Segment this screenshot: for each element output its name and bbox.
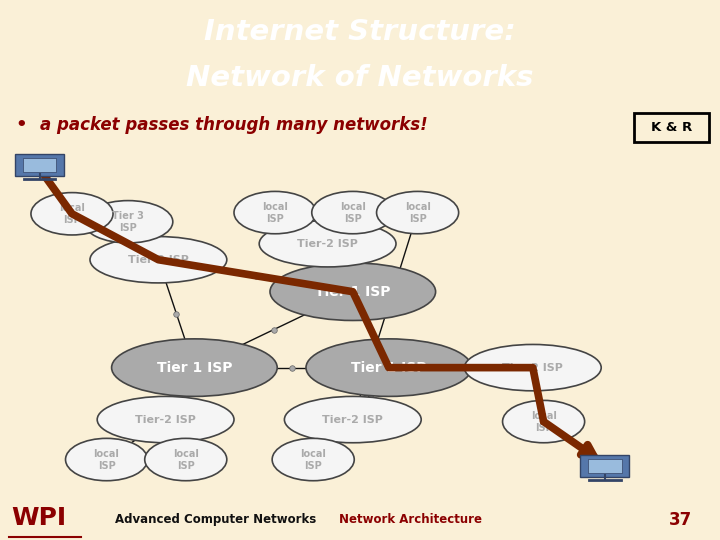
Text: Network Architecture: Network Architecture bbox=[339, 513, 482, 526]
Text: local
ISP: local ISP bbox=[94, 449, 120, 470]
Ellipse shape bbox=[464, 345, 601, 391]
Text: local
ISP: local ISP bbox=[531, 410, 557, 433]
Text: local
ISP: local ISP bbox=[405, 201, 431, 224]
Text: Tier 1 ISP: Tier 1 ISP bbox=[157, 361, 232, 375]
Ellipse shape bbox=[306, 339, 472, 396]
Text: Advanced Computer Networks: Advanced Computer Networks bbox=[115, 513, 317, 526]
Text: K & R: K & R bbox=[651, 121, 692, 134]
Text: WPI: WPI bbox=[11, 506, 66, 530]
Text: local
ISP: local ISP bbox=[262, 201, 288, 224]
Ellipse shape bbox=[90, 237, 227, 283]
Text: Internet Structure:: Internet Structure: bbox=[204, 18, 516, 46]
Ellipse shape bbox=[234, 191, 316, 234]
Text: local
ISP: local ISP bbox=[173, 449, 199, 470]
Text: a packet passes through many networks!: a packet passes through many networks! bbox=[40, 116, 428, 134]
Text: Tier-2 ISP: Tier-2 ISP bbox=[128, 255, 189, 265]
Ellipse shape bbox=[145, 438, 227, 481]
Ellipse shape bbox=[377, 191, 459, 234]
Ellipse shape bbox=[84, 200, 173, 243]
Text: Tier-2 ISP: Tier-2 ISP bbox=[323, 415, 383, 424]
Text: Tier 3
ISP: Tier 3 ISP bbox=[112, 211, 144, 233]
Text: Tier 1 ISP: Tier 1 ISP bbox=[315, 285, 390, 299]
Text: 37: 37 bbox=[669, 511, 692, 529]
Text: Tier-2 ISP: Tier-2 ISP bbox=[503, 363, 563, 373]
Ellipse shape bbox=[66, 438, 148, 481]
Ellipse shape bbox=[270, 263, 436, 320]
Text: Network of Networks: Network of Networks bbox=[186, 64, 534, 92]
Ellipse shape bbox=[312, 191, 394, 234]
FancyBboxPatch shape bbox=[23, 158, 56, 172]
Text: local
ISP: local ISP bbox=[300, 449, 326, 470]
FancyBboxPatch shape bbox=[15, 154, 64, 176]
Text: •: • bbox=[16, 116, 27, 134]
Text: Tier-2 ISP: Tier-2 ISP bbox=[135, 415, 196, 424]
Text: local
ISP: local ISP bbox=[59, 203, 85, 225]
Ellipse shape bbox=[97, 396, 234, 443]
FancyBboxPatch shape bbox=[634, 113, 709, 142]
Ellipse shape bbox=[31, 193, 113, 235]
FancyBboxPatch shape bbox=[580, 455, 629, 477]
Ellipse shape bbox=[272, 438, 354, 481]
FancyBboxPatch shape bbox=[588, 459, 621, 472]
Ellipse shape bbox=[259, 220, 396, 267]
Text: Tier-2 ISP: Tier-2 ISP bbox=[297, 239, 358, 249]
Text: Tier 1 ISP: Tier 1 ISP bbox=[351, 361, 426, 375]
Ellipse shape bbox=[284, 396, 421, 443]
Text: local
ISP: local ISP bbox=[340, 201, 366, 224]
Ellipse shape bbox=[112, 339, 277, 396]
Ellipse shape bbox=[503, 400, 585, 443]
